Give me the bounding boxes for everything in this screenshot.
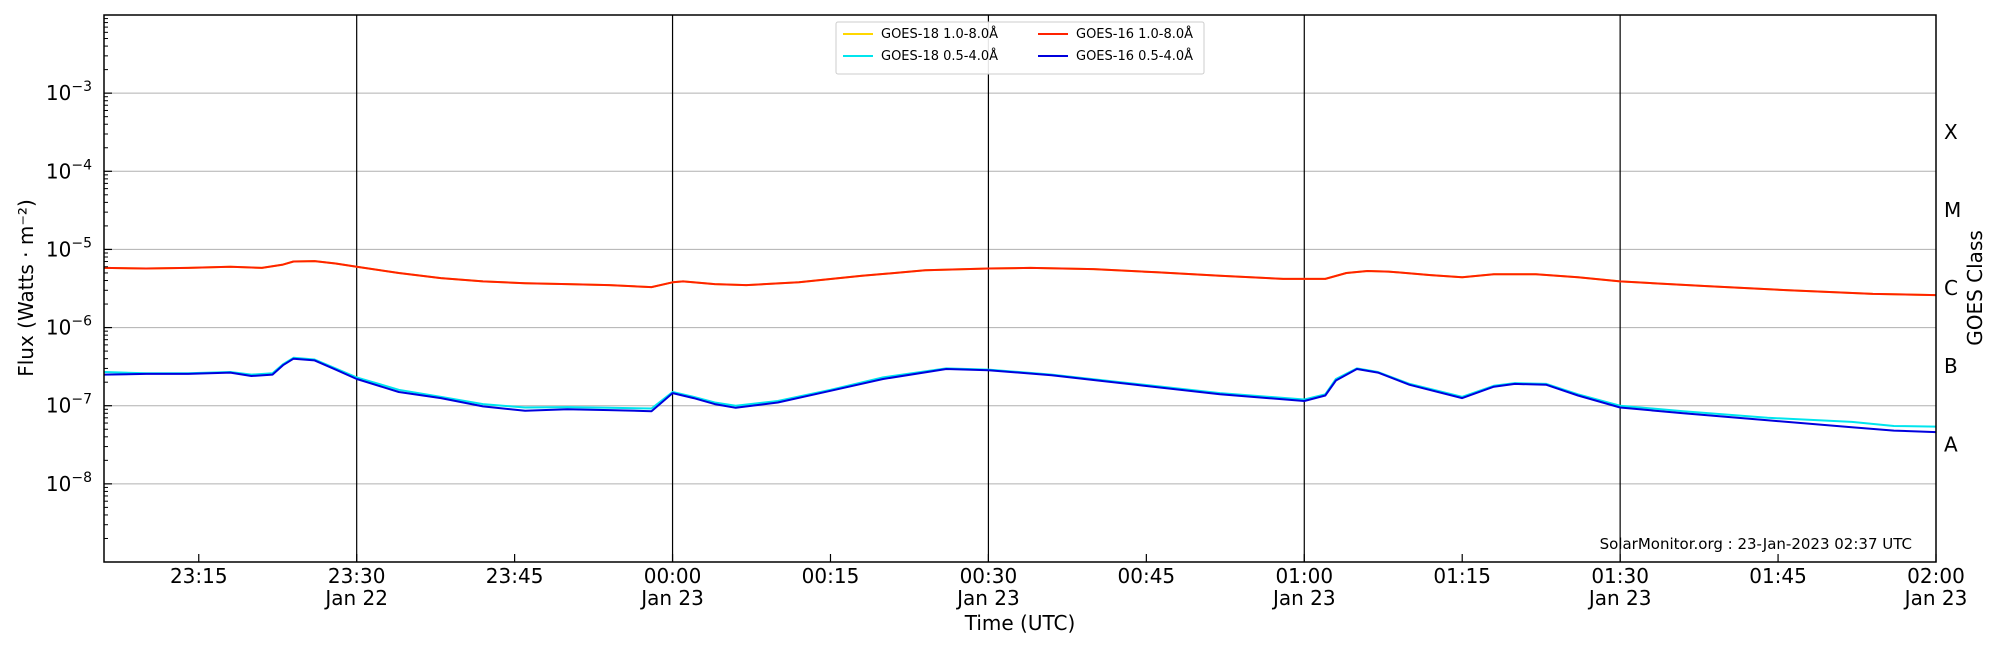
legend-label: GOES-18 0.5-4.0Å xyxy=(881,48,998,64)
x-tick-date-label: Jan 23 xyxy=(1587,586,1652,610)
grid-layer xyxy=(104,92,1936,485)
y-tick-label: 10−4 xyxy=(46,157,92,183)
x-tick-date-label: Jan 22 xyxy=(323,586,388,610)
y-tick-label: 10−8 xyxy=(46,470,92,496)
legend-box xyxy=(835,21,1205,75)
series-layer xyxy=(103,260,1937,434)
x-tick-label: 01:00 xyxy=(1275,564,1333,588)
y-tick-label: 10−6 xyxy=(46,314,92,340)
x-tick-label: 00:45 xyxy=(1118,564,1176,588)
x-tick-label: 01:30 xyxy=(1591,564,1649,588)
y-axis-title: Flux (Watts · m⁻²) xyxy=(14,199,38,377)
y-tick-label: 10−7 xyxy=(46,392,92,418)
goes-class-labels: A B C M X xyxy=(1944,120,1961,457)
x-tick-date-label: Jan 23 xyxy=(1271,586,1336,610)
legend-label: GOES-16 1.0-8.0Å xyxy=(1076,26,1193,42)
x-tick-date-label: Jan 23 xyxy=(1903,586,1968,610)
series-line xyxy=(103,357,1937,434)
goes-class-label: C xyxy=(1944,276,1958,300)
x-tick-date-label: Jan 23 xyxy=(639,586,704,610)
day-separator-lines xyxy=(356,15,1621,562)
legend-label: GOES-18 1.0-8.0Å xyxy=(881,26,998,42)
credit-text: SolarMonitor.org : 23-Jan-2023 02:37 UTC xyxy=(1600,535,1912,553)
x-tick-label: 01:15 xyxy=(1433,564,1491,588)
x-tick-date-label: Jan 23 xyxy=(955,586,1020,610)
goes-class-label: B xyxy=(1944,354,1958,378)
x-tick-label: 00:00 xyxy=(644,564,702,588)
series-line xyxy=(103,260,1937,297)
legend: GOES-18 1.0-8.0Å GOES-18 0.5-4.0Å GOES-16 … xyxy=(835,21,1205,75)
goes-class-label: M xyxy=(1944,198,1961,222)
x-tick-label: 23:45 xyxy=(486,564,544,588)
y-axis-ticks: 10−8 10−7 10−6 10−5 10−4 10−3 xyxy=(46,18,112,539)
x-tick-label: 00:15 xyxy=(802,564,860,588)
goes-class-label: A xyxy=(1944,432,1958,456)
x-axis-title: Time (UTC) xyxy=(964,611,1076,635)
x-tick-label: 02:00 xyxy=(1907,564,1965,588)
series-line xyxy=(103,356,1937,428)
x-tick-label: 01:45 xyxy=(1749,564,1807,588)
x-tick-label: 23:15 xyxy=(170,564,228,588)
y-tick-label: 10−3 xyxy=(46,79,92,105)
goes-class-label: X xyxy=(1944,120,1958,144)
legend-label: GOES-16 0.5-4.0Å xyxy=(1076,48,1193,64)
y-tick-label: 10−5 xyxy=(46,235,92,261)
x-tick-label: 00:30 xyxy=(960,564,1018,588)
x-tick-label: 23:30 xyxy=(328,564,386,588)
y2-axis-title: GOES Class xyxy=(1963,230,1987,346)
series-line xyxy=(103,260,1937,297)
plot-frame xyxy=(103,14,1937,563)
